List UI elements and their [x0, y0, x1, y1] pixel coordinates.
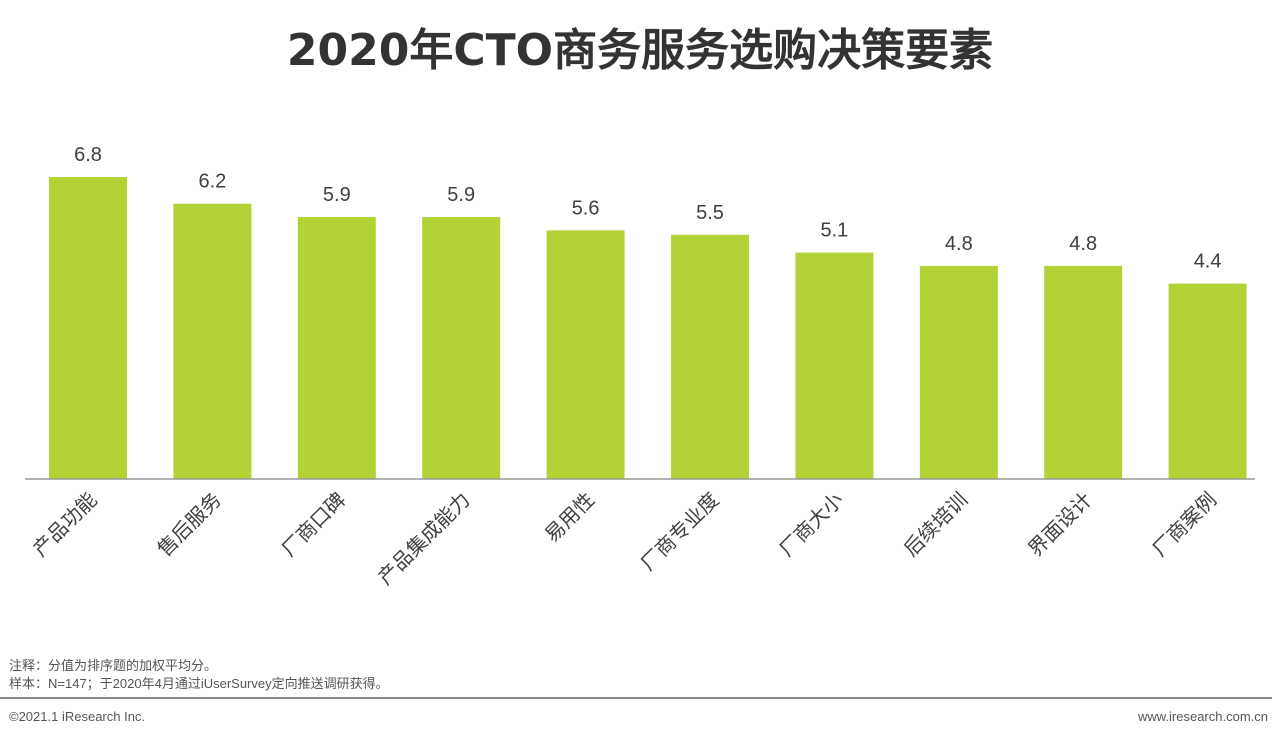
- bar: [49, 177, 127, 479]
- bar: [1168, 283, 1247, 479]
- category-label: 售后服务: [152, 488, 226, 562]
- footer-divider: [0, 697, 1272, 699]
- copyright: ©2021.1 iResearch Inc.: [9, 709, 146, 724]
- website: www.iresearch.com.cn: [1137, 709, 1268, 724]
- data-label: 5.9: [323, 184, 351, 206]
- category-label: 后续培训: [899, 488, 973, 562]
- note-text: 注释：分值为排序题的加权平均分。: [9, 658, 218, 673]
- data-label: 4.8: [1069, 233, 1097, 255]
- bar: [671, 234, 749, 479]
- category-label: 产品集成能力: [373, 488, 475, 590]
- bar: [919, 265, 998, 479]
- bar: [795, 252, 874, 479]
- bar: [422, 217, 501, 480]
- bar: [1044, 265, 1123, 479]
- chart-title: 2020年CTO商务服务选购决策要素: [286, 25, 994, 76]
- data-label: 5.6: [572, 197, 600, 219]
- data-label: 4.4: [1194, 251, 1222, 273]
- category-label: 产品功能: [28, 488, 102, 562]
- category-label: 厂商大小: [774, 488, 848, 562]
- category-label: 厂商案例: [1148, 488, 1222, 562]
- data-label: 6.8: [74, 144, 102, 166]
- bar: [173, 203, 252, 479]
- category-label: 厂商专业度: [636, 488, 724, 576]
- category-label: 界面设计: [1023, 488, 1097, 562]
- data-label: 5.1: [820, 220, 848, 242]
- category-label: 易用性: [540, 488, 599, 547]
- bar: [546, 230, 625, 479]
- data-label: 5.5: [696, 202, 724, 224]
- bar-chart: 6.8 产品功能 6.2 售后服务 5.9 厂商口碑 5.9 产品集成能力 5.6 易用性 5.5 厂…: [25, 144, 1255, 590]
- data-label: 6.2: [198, 171, 226, 193]
- data-label: 4.8: [945, 233, 973, 255]
- category-label: 厂商口碑: [277, 488, 351, 562]
- data-label: 5.9: [447, 184, 475, 206]
- bar: [297, 217, 376, 480]
- sample-text: 样本：N=147；于2020年4月通过iUserSurvey定向推送调研获得。: [9, 676, 389, 691]
